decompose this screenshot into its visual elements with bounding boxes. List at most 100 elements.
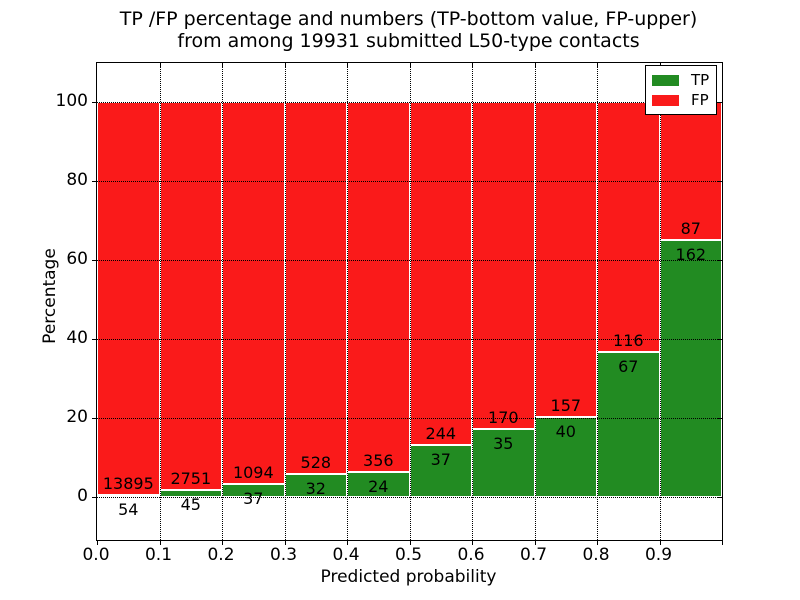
bar-segment-fp	[159, 102, 222, 491]
y-tick-label: 40	[66, 328, 88, 348]
tp-count-label: 37	[430, 449, 451, 469]
x-tick-mark-top	[347, 63, 348, 67]
x-tick-mark	[534, 540, 536, 545]
gridline-vertical	[409, 63, 411, 540]
fp-count-label: 87	[680, 219, 701, 239]
bar-segment-tp	[534, 416, 597, 497]
fp-count-label: 2751	[170, 469, 212, 489]
y-tick-mark-right	[718, 339, 722, 340]
x-tick-label: 0.1	[144, 545, 173, 565]
y-tick-mark	[92, 260, 97, 262]
x-tick-mark	[159, 540, 161, 545]
bar-segment-fp	[97, 102, 160, 496]
x-tick-mark	[97, 540, 98, 545]
tp-count-label: 37	[243, 488, 264, 508]
fp-count-label: 528	[300, 453, 332, 473]
x-tick-mark-top	[222, 63, 223, 67]
gridline-horizontal	[97, 339, 722, 340]
x-tick-mark-top	[284, 63, 286, 67]
plot-area: 13895 54 2751 45 1094 37 528 32 356 24 244 37 170 35 1…	[92, 62, 723, 545]
legend-item-tp: TP	[652, 70, 710, 89]
tp-count-label: 40	[555, 421, 576, 441]
fp-count-label: 116	[613, 331, 644, 351]
x-tick-mark-top	[534, 63, 536, 67]
chart-title-line1: TP /FP percentage and numbers (TP-bottom…	[119, 8, 698, 30]
gridline-horizontal	[97, 417, 722, 419]
x-tick-mark-top	[159, 63, 161, 67]
x-tick-mark	[222, 540, 223, 545]
tp-count-label: 45	[180, 495, 201, 515]
bar-segment-tp	[347, 471, 410, 497]
x-tick-mark	[659, 540, 661, 545]
bar-segment-fp	[409, 102, 472, 445]
x-tick-mark	[284, 540, 286, 545]
chart-title-line2: from among 19931 submitted L50-type cont…	[177, 30, 640, 52]
x-tick-label: 0.3	[269, 545, 298, 565]
tp-count-label: 162	[675, 245, 707, 265]
legend-swatch-tp	[652, 74, 679, 86]
chart-title: TP /FP percentage and numbers (TP-bottom…	[96, 8, 721, 52]
x-tick-mark	[722, 540, 723, 545]
tp-count-label: 24	[368, 476, 389, 496]
gridline-horizontal	[97, 260, 722, 262]
bar-segment-fp	[347, 102, 410, 472]
gridline-vertical	[534, 63, 536, 540]
fp-count-label: 170	[488, 408, 519, 428]
bar-segment-fp	[222, 102, 285, 484]
x-tick-label: 0.5	[394, 545, 423, 565]
tp-count-label: 35	[493, 434, 514, 454]
legend-label-tp: TP	[691, 70, 710, 89]
bar-segment-tp	[472, 429, 535, 497]
y-tick-label: 0	[77, 485, 88, 506]
x-tick-label: 0.0	[82, 545, 110, 565]
y-tick-mark	[92, 496, 97, 498]
y-tick-mark	[92, 339, 97, 340]
gridline-vertical	[284, 63, 286, 540]
x-tick-mark-top	[409, 63, 411, 67]
legend: TP FP	[645, 65, 717, 115]
fp-count-label: 1094	[232, 462, 274, 482]
gridline-vertical	[222, 63, 223, 540]
y-tick-label: 60	[66, 249, 88, 270]
x-tick-mark-top	[472, 63, 473, 67]
bar-segment-fp	[534, 102, 597, 417]
bar-segment-fp	[659, 102, 722, 241]
x-tick-mark	[347, 540, 348, 545]
y-tick-mark	[92, 102, 97, 104]
gridline-horizontal	[97, 181, 722, 183]
y-tick-mark-right	[718, 417, 722, 419]
x-tick-mark-top	[597, 63, 598, 67]
x-tick-mark	[597, 540, 598, 545]
fp-count-label: 356	[363, 450, 394, 470]
gridline-vertical	[347, 63, 348, 540]
fp-count-label: 244	[425, 423, 457, 443]
y-tick-label: 80	[66, 170, 88, 191]
gridline-horizontal	[97, 496, 722, 498]
y-tick-mark-right	[718, 496, 722, 498]
gridline-vertical	[597, 63, 598, 540]
x-tick-label: 0.6	[457, 545, 485, 565]
gridline-horizontal	[97, 102, 722, 104]
bar-segment-tp	[659, 240, 722, 497]
x-tick-label: 0.2	[207, 545, 235, 565]
bar-segment-tp	[597, 352, 660, 497]
y-axis-label: Percentage	[40, 248, 60, 344]
fp-count-label: 13895	[102, 474, 154, 494]
x-tick-label: 0.9	[644, 545, 673, 565]
legend-swatch-fp	[652, 94, 679, 106]
bar-segment-tp	[409, 444, 472, 497]
legend-label-fp: FP	[691, 90, 709, 109]
y-tick-mark	[92, 417, 97, 419]
bar-segment-fp	[597, 102, 660, 353]
x-axis-label: Predicted probability	[320, 567, 497, 587]
fp-count-label: 157	[550, 395, 582, 415]
x-tick-label: 0.7	[519, 545, 548, 565]
x-tick-mark	[472, 540, 473, 545]
x-tick-label: 0.4	[332, 545, 360, 565]
y-tick-mark-right	[718, 181, 722, 183]
y-tick-mark-right	[718, 260, 722, 262]
x-tick-mark	[409, 540, 411, 545]
x-tick-label: 0.8	[582, 545, 610, 565]
gridline-vertical	[159, 63, 161, 540]
